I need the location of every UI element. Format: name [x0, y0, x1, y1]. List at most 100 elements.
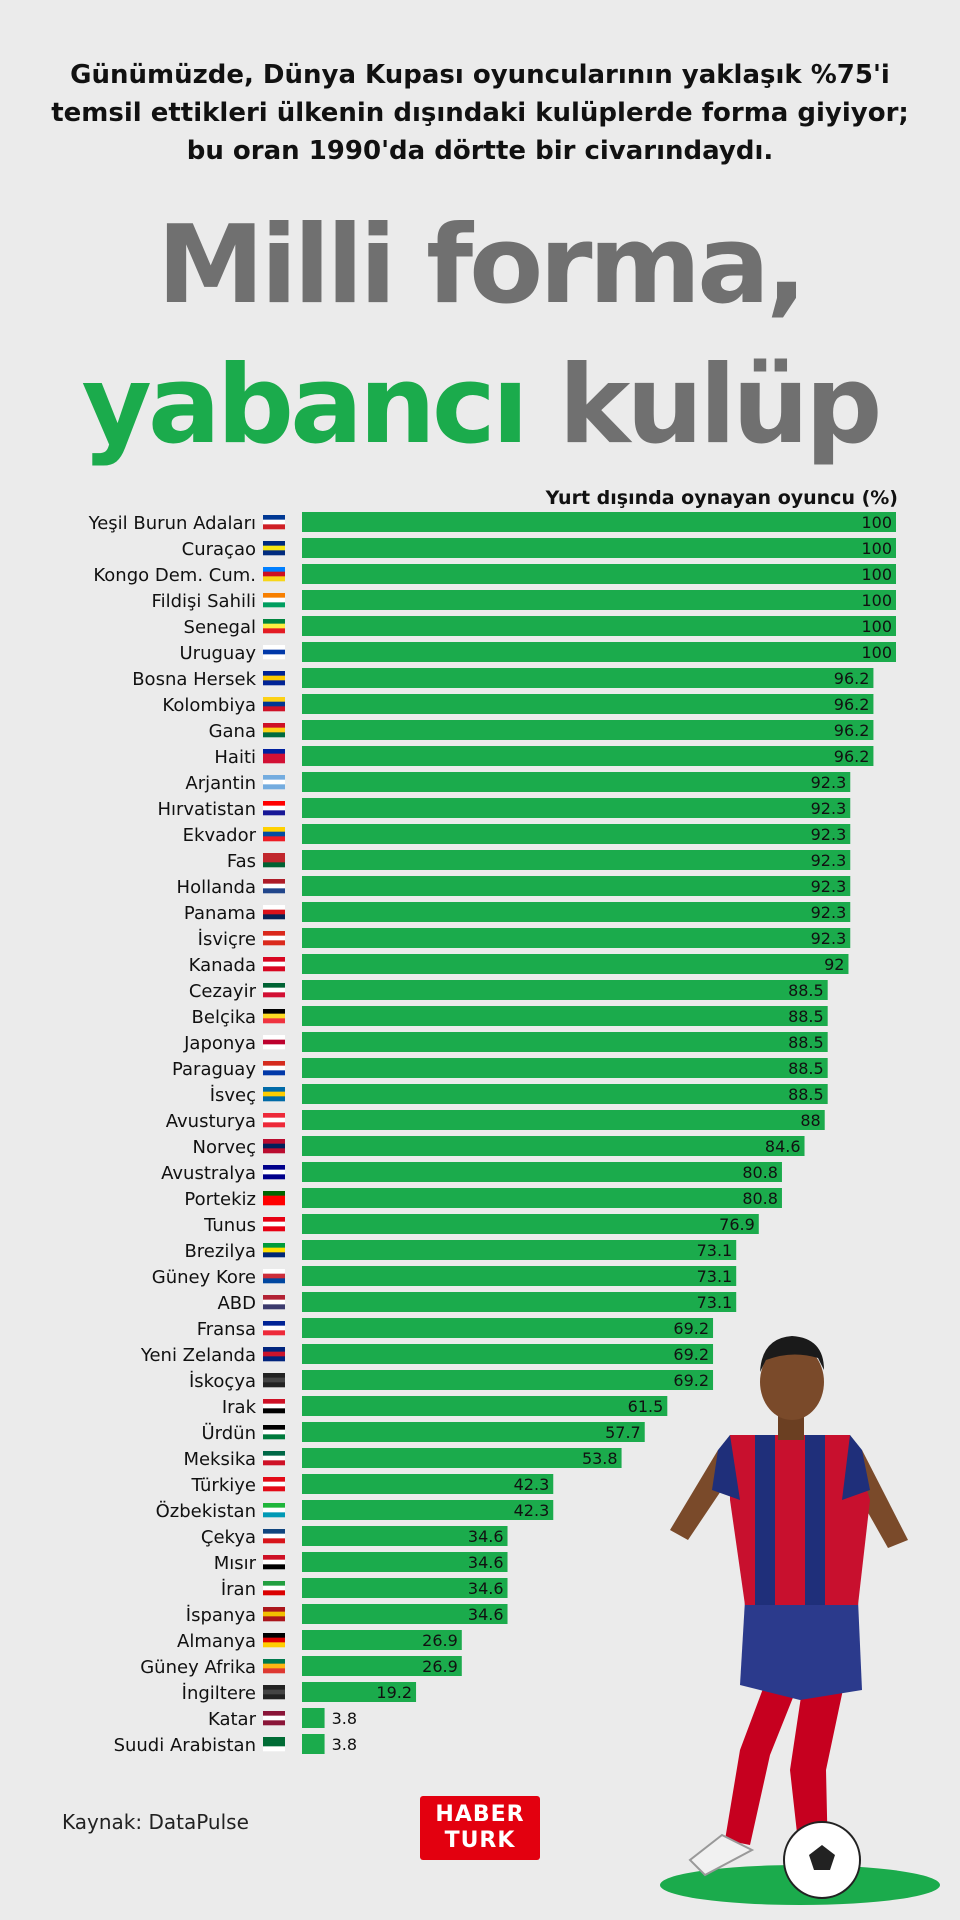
value-label: 80.8 [742, 1163, 778, 1182]
bar [302, 1448, 622, 1468]
bar [302, 902, 851, 922]
value-label: 92.3 [811, 825, 847, 844]
category-label: Yeşil Burun Adaları [88, 513, 256, 534]
bar [302, 1032, 828, 1052]
category-label: Norveç [192, 1137, 256, 1158]
flag-icon [263, 1503, 285, 1518]
category-label: Irak [222, 1397, 257, 1418]
value-label: 53.8 [582, 1449, 618, 1468]
flag-icon [263, 1087, 285, 1102]
flag-icon [263, 593, 285, 608]
bar [302, 1084, 828, 1104]
flag-icon [263, 1269, 285, 1284]
value-label: 92.3 [811, 877, 847, 896]
flag-icon [263, 1061, 285, 1076]
title-line-1: Milli forma, [156, 203, 807, 328]
category-label: Avusturya [166, 1111, 256, 1132]
value-label: 69.2 [673, 1345, 709, 1364]
flag-icon [263, 801, 285, 816]
value-label: 96.2 [834, 669, 870, 688]
value-label: 92.3 [811, 799, 847, 818]
flag-icon [263, 853, 285, 868]
flag-icon [263, 1685, 285, 1700]
category-label: Yeni Zelanda [140, 1345, 256, 1366]
value-label: 96.2 [834, 695, 870, 714]
flag-icon [263, 1295, 285, 1310]
flag-icon [263, 541, 285, 556]
value-label: 57.7 [605, 1423, 641, 1442]
category-label: İspanya [186, 1605, 256, 1626]
category-label: Curaçao [182, 539, 256, 560]
bar [302, 1344, 714, 1364]
flag-icon [263, 515, 285, 530]
category-label: Haiti [214, 747, 256, 768]
value-label: 96.2 [834, 721, 870, 740]
flag-icon [263, 749, 285, 764]
category-label: Ekvador [183, 825, 257, 846]
bar [302, 1058, 828, 1078]
bar [302, 798, 851, 818]
category-label: Kongo Dem. Cum. [93, 565, 256, 586]
category-label: Kanada [189, 955, 256, 976]
value-label: 92.3 [811, 929, 847, 948]
value-label: 84.6 [765, 1137, 801, 1156]
flag-icon [263, 1243, 285, 1258]
flag-icon [263, 1607, 285, 1622]
value-label: 88.5 [788, 981, 824, 1000]
bar [302, 1136, 805, 1156]
category-label: İran [221, 1579, 256, 1600]
source-note: Kaynak: DataPulse [62, 1810, 249, 1834]
value-label: 34.6 [468, 1527, 504, 1546]
bar [302, 590, 896, 610]
value-label: 69.2 [673, 1319, 709, 1338]
bar [302, 1578, 508, 1598]
bar [302, 720, 874, 740]
flag-icon [263, 1711, 285, 1726]
category-label: İskoçya [189, 1371, 256, 1392]
flag-icon [263, 671, 285, 686]
flag-icon [263, 1035, 285, 1050]
value-label: 88.5 [788, 1007, 824, 1026]
bar [302, 694, 874, 714]
value-label: 100 [861, 513, 892, 532]
category-label: Meksika [183, 1449, 256, 1470]
category-label: Ürdün [201, 1422, 256, 1444]
value-label: 92.3 [811, 851, 847, 870]
bar [302, 1188, 782, 1208]
logo-line-2: TURK [444, 1828, 516, 1853]
bar [302, 1474, 554, 1494]
bar [302, 1214, 759, 1234]
value-label: 76.9 [719, 1215, 755, 1234]
flag-icon [263, 879, 285, 894]
bar [302, 1630, 462, 1650]
category-label: Senegal [184, 617, 256, 638]
category-label: Çekya [201, 1527, 256, 1548]
value-label: 73.1 [697, 1293, 733, 1312]
chart-subtitle: Günümüzde, Dünya Kupası oyuncularının ya… [51, 60, 909, 166]
bar [302, 824, 851, 844]
flag-icon [263, 931, 285, 946]
bar [302, 1162, 782, 1182]
value-label: 100 [861, 565, 892, 584]
category-label: İsveç [210, 1085, 256, 1106]
flag-icon [263, 1477, 285, 1492]
category-label: Güney Kore [152, 1267, 256, 1288]
bar [302, 876, 851, 896]
bar [302, 1266, 737, 1286]
flag-icon [263, 1399, 285, 1414]
bar [302, 616, 896, 636]
value-label: 34.6 [468, 1605, 504, 1624]
value-label: 19.2 [376, 1683, 412, 1702]
value-label: 34.6 [468, 1579, 504, 1598]
bar [302, 928, 851, 948]
bar [302, 1500, 554, 1520]
value-label: 42.3 [514, 1501, 550, 1520]
category-label: Hollanda [177, 877, 256, 898]
value-label: 92.3 [811, 903, 847, 922]
category-label: İsviçre [198, 929, 256, 950]
category-label: Japonya [183, 1033, 256, 1054]
bar [302, 512, 896, 532]
page-title: Milli forma, yabancı kulüp [0, 196, 960, 476]
football-player-illustration [660, 1336, 940, 1905]
